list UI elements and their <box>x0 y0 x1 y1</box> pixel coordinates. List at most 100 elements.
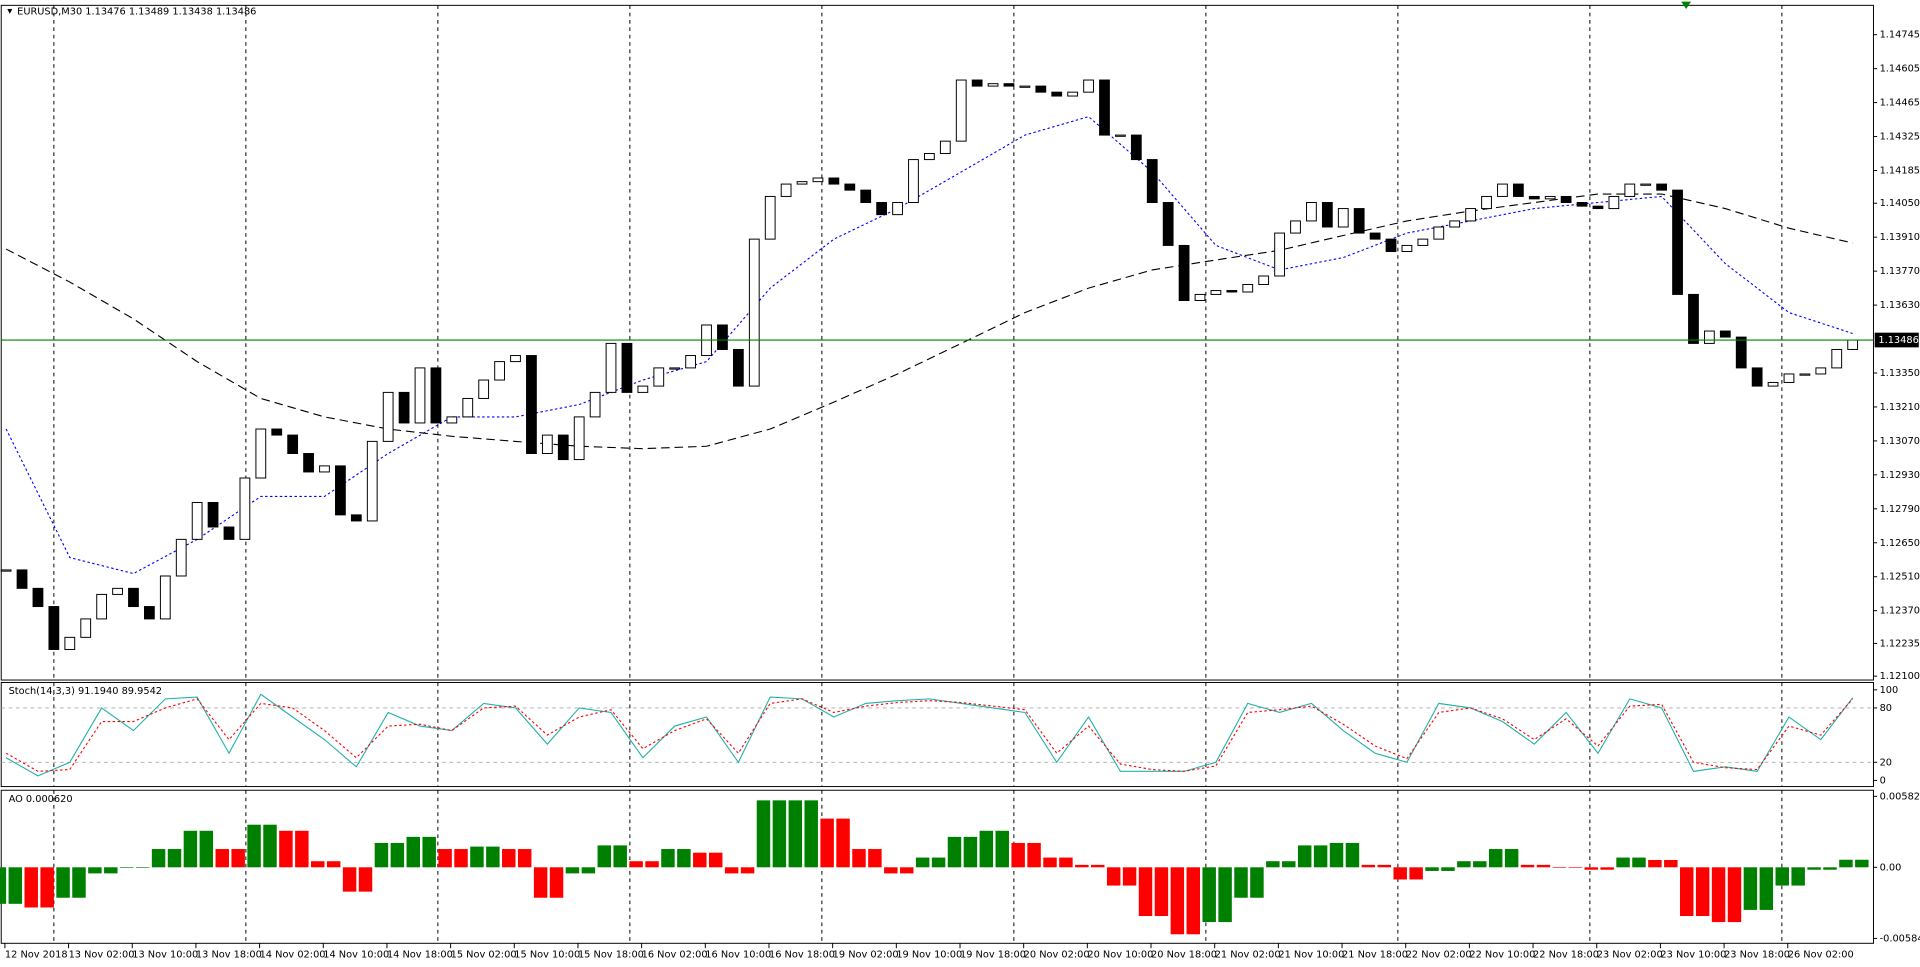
ao-bar <box>167 849 182 868</box>
ao-bar <box>215 849 229 868</box>
candle <box>462 397 474 418</box>
x-tick-label: 16 Nov 02:00 <box>642 949 708 960</box>
candle <box>64 636 76 650</box>
ao-bar <box>72 867 86 898</box>
candle <box>1847 339 1859 350</box>
candle <box>526 355 537 455</box>
ao-bar <box>693 852 707 868</box>
x-tick-label: 21 Nov 02:00 <box>1215 949 1281 960</box>
candle <box>271 428 283 436</box>
x-tick-label: 13 Nov 10:00 <box>132 949 198 960</box>
ao-bar <box>1059 857 1073 868</box>
stoch-panel <box>0 681 1874 788</box>
candle <box>382 391 394 442</box>
candle <box>764 195 776 240</box>
x-tick-label: 19 Nov 18:00 <box>960 949 1026 960</box>
candle <box>955 79 967 142</box>
candle <box>1146 159 1158 203</box>
menu-arrow[interactable] <box>7 9 13 14</box>
ao-bar <box>1695 867 1710 916</box>
y-tick-label: 1.14050 <box>1880 198 1920 209</box>
candle <box>366 440 378 522</box>
ao-bar <box>836 818 850 868</box>
ao-bar <box>1250 867 1264 898</box>
y-tick-label: -0.005841 <box>1880 933 1920 944</box>
candle <box>1608 195 1620 210</box>
candle <box>828 177 840 185</box>
candle <box>1831 348 1843 369</box>
candle <box>1067 91 1079 97</box>
ao-bar <box>358 867 373 892</box>
ao-bar <box>597 845 612 868</box>
ao-bar <box>1075 864 1089 868</box>
y-tick-label: 1.13630 <box>1880 300 1920 311</box>
stoch-line <box>5 698 1854 772</box>
ao-bar <box>947 836 962 868</box>
ao-bar <box>900 867 914 874</box>
ao-bar <box>1791 867 1805 886</box>
candle <box>1003 83 1015 87</box>
candle <box>637 385 649 393</box>
shift-marker <box>1681 1 1692 10</box>
candle <box>207 502 219 528</box>
candle <box>971 79 983 87</box>
x-tick-label: 15 Nov 02:00 <box>451 949 517 960</box>
candle <box>1560 195 1572 203</box>
ao-bar <box>1361 864 1376 868</box>
ao-bar <box>1616 857 1630 868</box>
stoch-title: Stoch(14,3,3) 91.1940 89.9542 <box>9 686 162 697</box>
y-tick-label: 1.13910 <box>1880 232 1920 243</box>
x-tick-label: 26 Nov 02:00 <box>1788 949 1854 960</box>
candle <box>1290 220 1301 234</box>
candle <box>1051 91 1063 97</box>
x-tick-label: 15 Nov 10:00 <box>514 949 580 960</box>
candle <box>96 593 108 620</box>
x-tick-label: 20 Nov 10:00 <box>1087 949 1153 960</box>
ao-bar <box>1552 867 1567 868</box>
ao-bar <box>104 867 118 874</box>
y-tick-label: 1.14185 <box>1880 165 1920 176</box>
candle <box>0 569 12 572</box>
ao-bar <box>183 830 198 868</box>
ao-bar <box>1457 861 1471 868</box>
ao-bar <box>1441 867 1455 871</box>
x-tick-label: 13 Nov 02:00 <box>69 949 135 960</box>
ao-bar <box>135 867 150 868</box>
ao-bar <box>247 824 261 868</box>
ao-bar <box>1138 867 1153 916</box>
x-tick-label: 12 Nov 2018 <box>5 949 68 960</box>
ao-bar <box>884 867 898 874</box>
ao-bar <box>374 842 389 868</box>
ao-bar <box>486 846 500 868</box>
ao-bar <box>1473 861 1487 868</box>
candle <box>398 391 410 424</box>
candle <box>589 391 601 418</box>
x-tick-label: 23 Nov 18:00 <box>1724 949 1790 960</box>
candle <box>350 514 362 522</box>
ao-bar <box>295 830 309 868</box>
candle <box>1035 85 1047 93</box>
ao-bar <box>756 800 771 868</box>
ao-bar <box>979 830 994 868</box>
x-tick-label: 16 Nov 10:00 <box>705 949 771 960</box>
x-tick-label: 13 Nov 18:00 <box>196 949 262 960</box>
candle <box>80 618 92 638</box>
ao-bar <box>438 849 452 868</box>
moving-average <box>5 193 1853 450</box>
candle <box>1115 134 1126 137</box>
candle <box>1226 290 1238 293</box>
ao-bar <box>1632 857 1646 868</box>
candle <box>621 342 633 393</box>
candle <box>1099 79 1110 136</box>
ao-bar <box>279 830 293 868</box>
candle <box>112 587 123 595</box>
x-tick-label: 21 Nov 10:00 <box>1278 949 1344 960</box>
ao-bar <box>1043 857 1057 868</box>
x-tick-label: 22 Nov 02:00 <box>1406 949 1472 960</box>
ao-bar <box>1186 867 1200 935</box>
candle <box>1528 195 1540 200</box>
ao-bar <box>0 867 7 904</box>
ao-bar <box>1504 849 1519 868</box>
ao-bar <box>1202 867 1216 923</box>
